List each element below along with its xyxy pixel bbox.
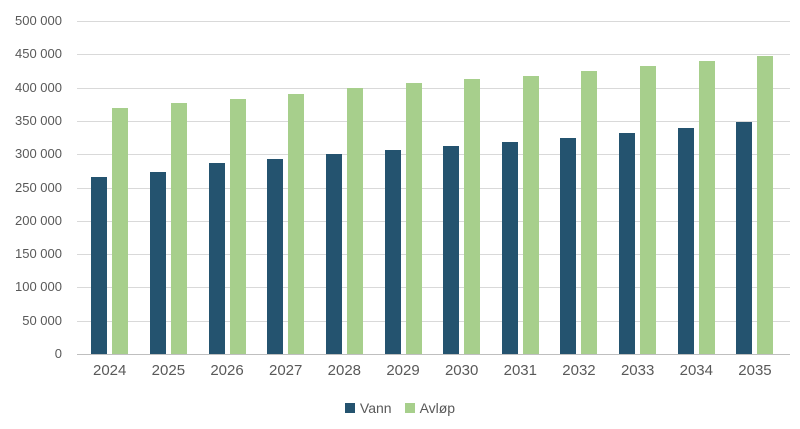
bar-avløp-2033: [640, 65, 657, 354]
y-axis-tick-label: 500 000: [15, 13, 62, 28]
gridline: [76, 320, 790, 322]
legend: Vann Avløp: [0, 400, 800, 416]
bar-vann-2025: [149, 171, 166, 354]
y-axis-tick-label: 50 000: [22, 312, 62, 328]
gridline: [76, 120, 790, 122]
y-axis-tick-label: 250 000: [15, 179, 62, 195]
gridline: [76, 154, 790, 156]
y-axis-tick-label: 350 000: [15, 112, 62, 128]
x-axis-tick-label: 2029: [386, 362, 420, 379]
y-axis-tick-label: 450 000: [15, 46, 62, 62]
y-axis-tick-label: 300 000: [15, 146, 62, 162]
bar-avløp-2031: [522, 75, 539, 354]
bar-vann-2033: [619, 132, 636, 354]
bar-vann-2030: [443, 146, 460, 354]
x-axis-tick-label: 2034: [679, 362, 713, 379]
y-axis-tick-label: 400 000: [15, 79, 62, 95]
x-axis-tick-label: 2027: [268, 362, 303, 379]
y-axis-tick-label: 200 000: [15, 212, 62, 228]
gridline: [76, 54, 790, 56]
x-axis-tick-label: 2025: [151, 362, 186, 379]
legend-label: Avløp: [419, 400, 456, 416]
bar-avløp-2026: [229, 98, 246, 354]
x-axis-line: [76, 354, 790, 355]
gridline: [76, 254, 790, 256]
x-axis-tick-label: 2033: [620, 362, 655, 379]
bar-avløp-2035: [757, 56, 774, 354]
legend-swatch-avløp-icon: [404, 403, 415, 413]
legend-swatch-vann-icon: [344, 403, 355, 413]
bar-avløp-2030: [464, 78, 481, 354]
bar-vann-2024: [91, 176, 108, 354]
gridline: [76, 87, 790, 89]
bar-avløp-2032: [581, 70, 598, 354]
bar-avløp-2034: [698, 60, 715, 354]
x-axis-tick-label: 2026: [210, 362, 244, 379]
bar-vann-2029: [384, 150, 401, 354]
x-axis-tick-label: 2031: [503, 362, 537, 379]
bar-avløp-2028: [346, 87, 363, 354]
x-axis-tick-label: 2024: [93, 362, 127, 379]
x-axis-tick-label: 2028: [327, 362, 362, 379]
y-axis-tick-label: 100 000: [15, 279, 62, 295]
gridline: [76, 21, 790, 22]
bar-avløp-2024: [112, 107, 129, 354]
bar-vann-2034: [677, 127, 694, 354]
x-axis-tick-label: 2032: [562, 362, 596, 379]
bar-vann-2031: [501, 142, 518, 354]
bar-vann-2026: [208, 162, 225, 354]
gridline: [76, 220, 790, 222]
bar-vann-2032: [560, 137, 577, 354]
legend-label: Vann: [359, 400, 392, 416]
bar-vann-2035: [736, 122, 753, 354]
bar-vann-2027: [267, 158, 284, 354]
legend-item-vann: Vann: [344, 400, 392, 416]
legend-item-avløp: Avløp: [404, 400, 456, 416]
bar-vann-2028: [325, 154, 342, 354]
bar-avløp-2029: [405, 82, 422, 354]
x-axis-tick-label: 2030: [444, 362, 479, 379]
bar-avløp-2025: [170, 102, 187, 354]
bar-avløp-2027: [288, 94, 305, 354]
x-axis-tick-label: 2035: [738, 362, 772, 379]
y-axis-tick-label: 150 000: [15, 246, 62, 262]
gridline: [76, 187, 790, 189]
y-axis-tick-label: 0: [54, 346, 62, 361]
gridline: [76, 287, 790, 289]
